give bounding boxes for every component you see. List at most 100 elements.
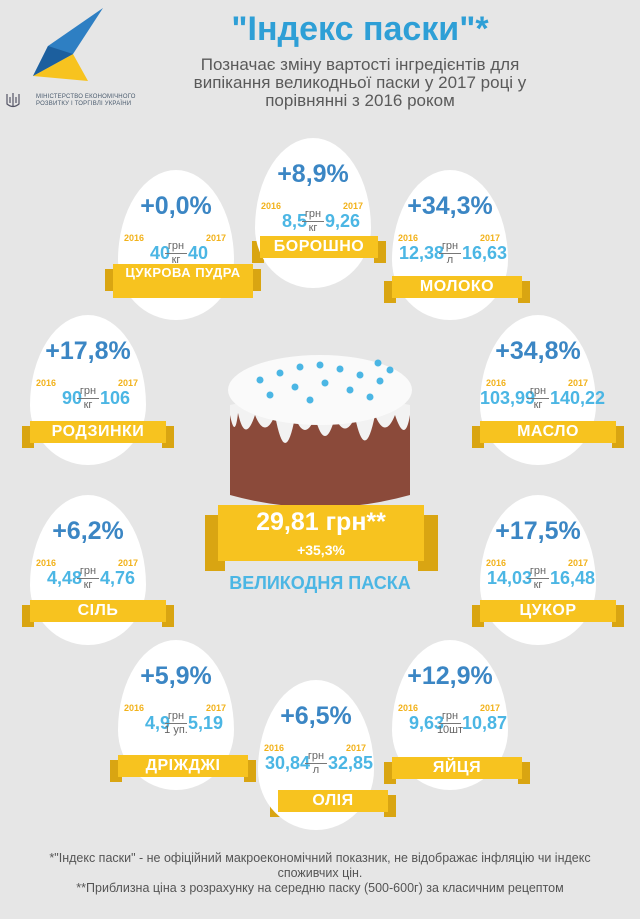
percent-change: +17,5% xyxy=(495,517,581,545)
unit: грн 10шт xyxy=(435,711,465,736)
main-ribbon xyxy=(218,505,424,561)
egg-card xyxy=(255,138,371,288)
unit-top: грн xyxy=(441,710,459,722)
unit-bottom: 10шт xyxy=(436,724,464,736)
price-2016: 14,03 xyxy=(486,568,532,588)
percent-change: +0,0% xyxy=(140,192,212,220)
year-2017-label: 2017 xyxy=(343,201,364,211)
price-2017: 9,26 xyxy=(325,211,361,231)
year-2016-label: 2016 xyxy=(36,558,57,568)
unit: грн л xyxy=(301,751,331,776)
year-2016-label: 2016 xyxy=(261,201,282,211)
year-2017-label: 2017 xyxy=(568,378,589,388)
unit-top: грн xyxy=(167,240,185,252)
price-2016: 9,63 xyxy=(408,713,444,733)
cake-illustration xyxy=(228,355,412,508)
footnote-1: *"Індекс паски" - не офіційний макроекон… xyxy=(49,851,591,880)
price-2017: 140,22 xyxy=(550,388,606,408)
main-label: ВЕЛИКОДНЯ ПАСКА xyxy=(229,573,411,593)
percent-change: +5,9% xyxy=(140,662,212,690)
year-2017-label: 2017 xyxy=(206,703,227,713)
trident-icon xyxy=(6,93,20,108)
year-2016-label: 2016 xyxy=(124,703,145,713)
price-2017: 40 xyxy=(188,243,209,263)
ingredient-ribbon: БОРОШНО xyxy=(252,236,386,263)
percent-change: +12,9% xyxy=(407,662,493,690)
unit-bottom: кг xyxy=(171,254,181,266)
unit: грн кг xyxy=(73,566,103,591)
price-2017: 16,63 xyxy=(462,243,508,263)
unit-bottom: 1 уп. xyxy=(164,724,188,736)
ingredient-ribbon: МОЛОКО xyxy=(384,276,530,303)
unit-bottom: кг xyxy=(308,222,318,234)
ingredient-ribbon: РОДЗИНКИ xyxy=(22,421,174,448)
percent-change: +34,3% xyxy=(407,192,493,220)
unit: грн кг xyxy=(161,241,191,266)
price-2016: 4,48 xyxy=(46,568,82,588)
ingredient-ribbon: ЦУКРОВА ПУДРА xyxy=(105,264,261,298)
price-2016: 8,5 xyxy=(281,211,307,231)
percent-change: +34,8% xyxy=(495,337,581,365)
year-2017-label: 2017 xyxy=(346,743,367,753)
unit-bottom: кг xyxy=(533,399,543,411)
year-2017-label: 2017 xyxy=(480,233,501,243)
unit: грн кг xyxy=(298,209,328,234)
page-title: "Індекс паски"* xyxy=(231,10,489,48)
percent-change: +17,8% xyxy=(45,337,131,365)
ministry-name: МІНІСТЕРСТВО ЕКОНОМІЧНОГО РОЗВИТКУ І ТОР… xyxy=(36,94,136,107)
ingredient-ribbon: ДРІЖДЖІ xyxy=(110,755,256,782)
year-2016-label: 2016 xyxy=(398,233,419,243)
price-2017: 106 xyxy=(100,388,131,408)
unit-top: грн xyxy=(307,750,325,762)
unit: грн кг xyxy=(523,566,553,591)
ministry-logo xyxy=(33,8,103,81)
price-2017: 32,85 xyxy=(328,753,374,773)
price-2016: 4,9 xyxy=(144,713,170,733)
ingredient-ribbon: МАСЛО xyxy=(472,421,624,448)
unit-top: грн xyxy=(79,565,97,577)
price-2017: 10,87 xyxy=(462,713,508,733)
year-2016-label: 2016 xyxy=(486,558,507,568)
year-2017-label: 2017 xyxy=(206,233,227,243)
price-2017: 5,19 xyxy=(188,713,224,733)
price-2016: 90 xyxy=(61,388,82,408)
unit-bottom: кг xyxy=(533,579,543,591)
price-2016: 103,99 xyxy=(480,388,536,408)
year-2016-label: 2016 xyxy=(486,378,507,388)
unit: грн л xyxy=(435,241,465,266)
unit-top: грн xyxy=(529,385,547,397)
year-2016-label: 2016 xyxy=(264,743,285,753)
year-2017-label: 2017 xyxy=(568,558,589,568)
year-2016-label: 2016 xyxy=(398,703,419,713)
footnote-2: **Приблизна ціна з розрахунку на середню… xyxy=(76,881,564,895)
price-2016: 40 xyxy=(149,243,170,263)
year-2017-label: 2017 xyxy=(118,378,139,388)
percent-change: +6,5% xyxy=(280,702,352,730)
ingredient-ribbon: ЦУКОР xyxy=(472,600,624,627)
ingredient-ribbon: ЯЙЦЯ xyxy=(384,757,530,784)
ingredient-ribbon: ОЛІЯ xyxy=(270,790,396,817)
price-2017: 4,76 xyxy=(100,568,136,588)
year-2016-label: 2016 xyxy=(36,378,57,388)
unit-bottom: л xyxy=(312,764,320,776)
unit-top: грн xyxy=(441,240,459,252)
unit-bottom: кг xyxy=(83,579,93,591)
unit: грн 1 уп. xyxy=(161,711,191,736)
price-2016: 30,84 xyxy=(264,753,310,773)
year-2017-label: 2017 xyxy=(118,558,139,568)
percent-change: +8,9% xyxy=(277,160,349,188)
unit-top: грн xyxy=(79,385,97,397)
unit-top: грн xyxy=(167,710,185,722)
price-2017: 16,48 xyxy=(550,568,596,588)
year-2017-label: 2017 xyxy=(480,703,501,713)
unit-top: грн xyxy=(529,565,547,577)
footnotes: *"Індекс паски" - не офіційний макроекон… xyxy=(20,851,620,896)
main-price: 29,81 грн** xyxy=(256,508,386,536)
unit: грн кг xyxy=(73,386,103,411)
unit-top: грн xyxy=(304,208,322,220)
unit: грн кг xyxy=(523,386,553,411)
ingredient-ribbon: СІЛЬ xyxy=(22,600,174,627)
page-subtitle: Позначає зміну вартості інгредієнтів для… xyxy=(193,55,527,110)
percent-change: +6,2% xyxy=(52,517,124,545)
unit-bottom: л xyxy=(446,254,454,266)
